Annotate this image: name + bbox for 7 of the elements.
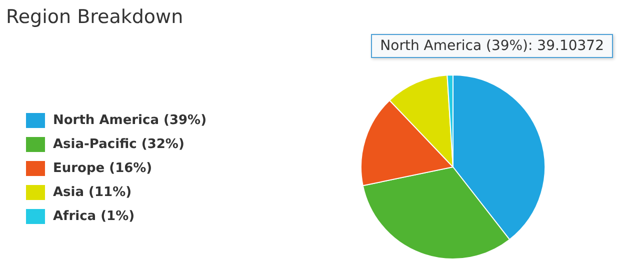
legend-label: North America (39%) [53,112,207,128]
legend-label: Europe (16%) [53,160,152,176]
legend-label: Asia-Pacific (32%) [53,136,184,152]
chart-title: Region Breakdown [6,6,184,28]
legend-label: Africa (1%) [53,208,135,224]
legend-label: Asia (11%) [53,184,132,200]
text: North America (39%): 39.10372 [371,34,613,58]
